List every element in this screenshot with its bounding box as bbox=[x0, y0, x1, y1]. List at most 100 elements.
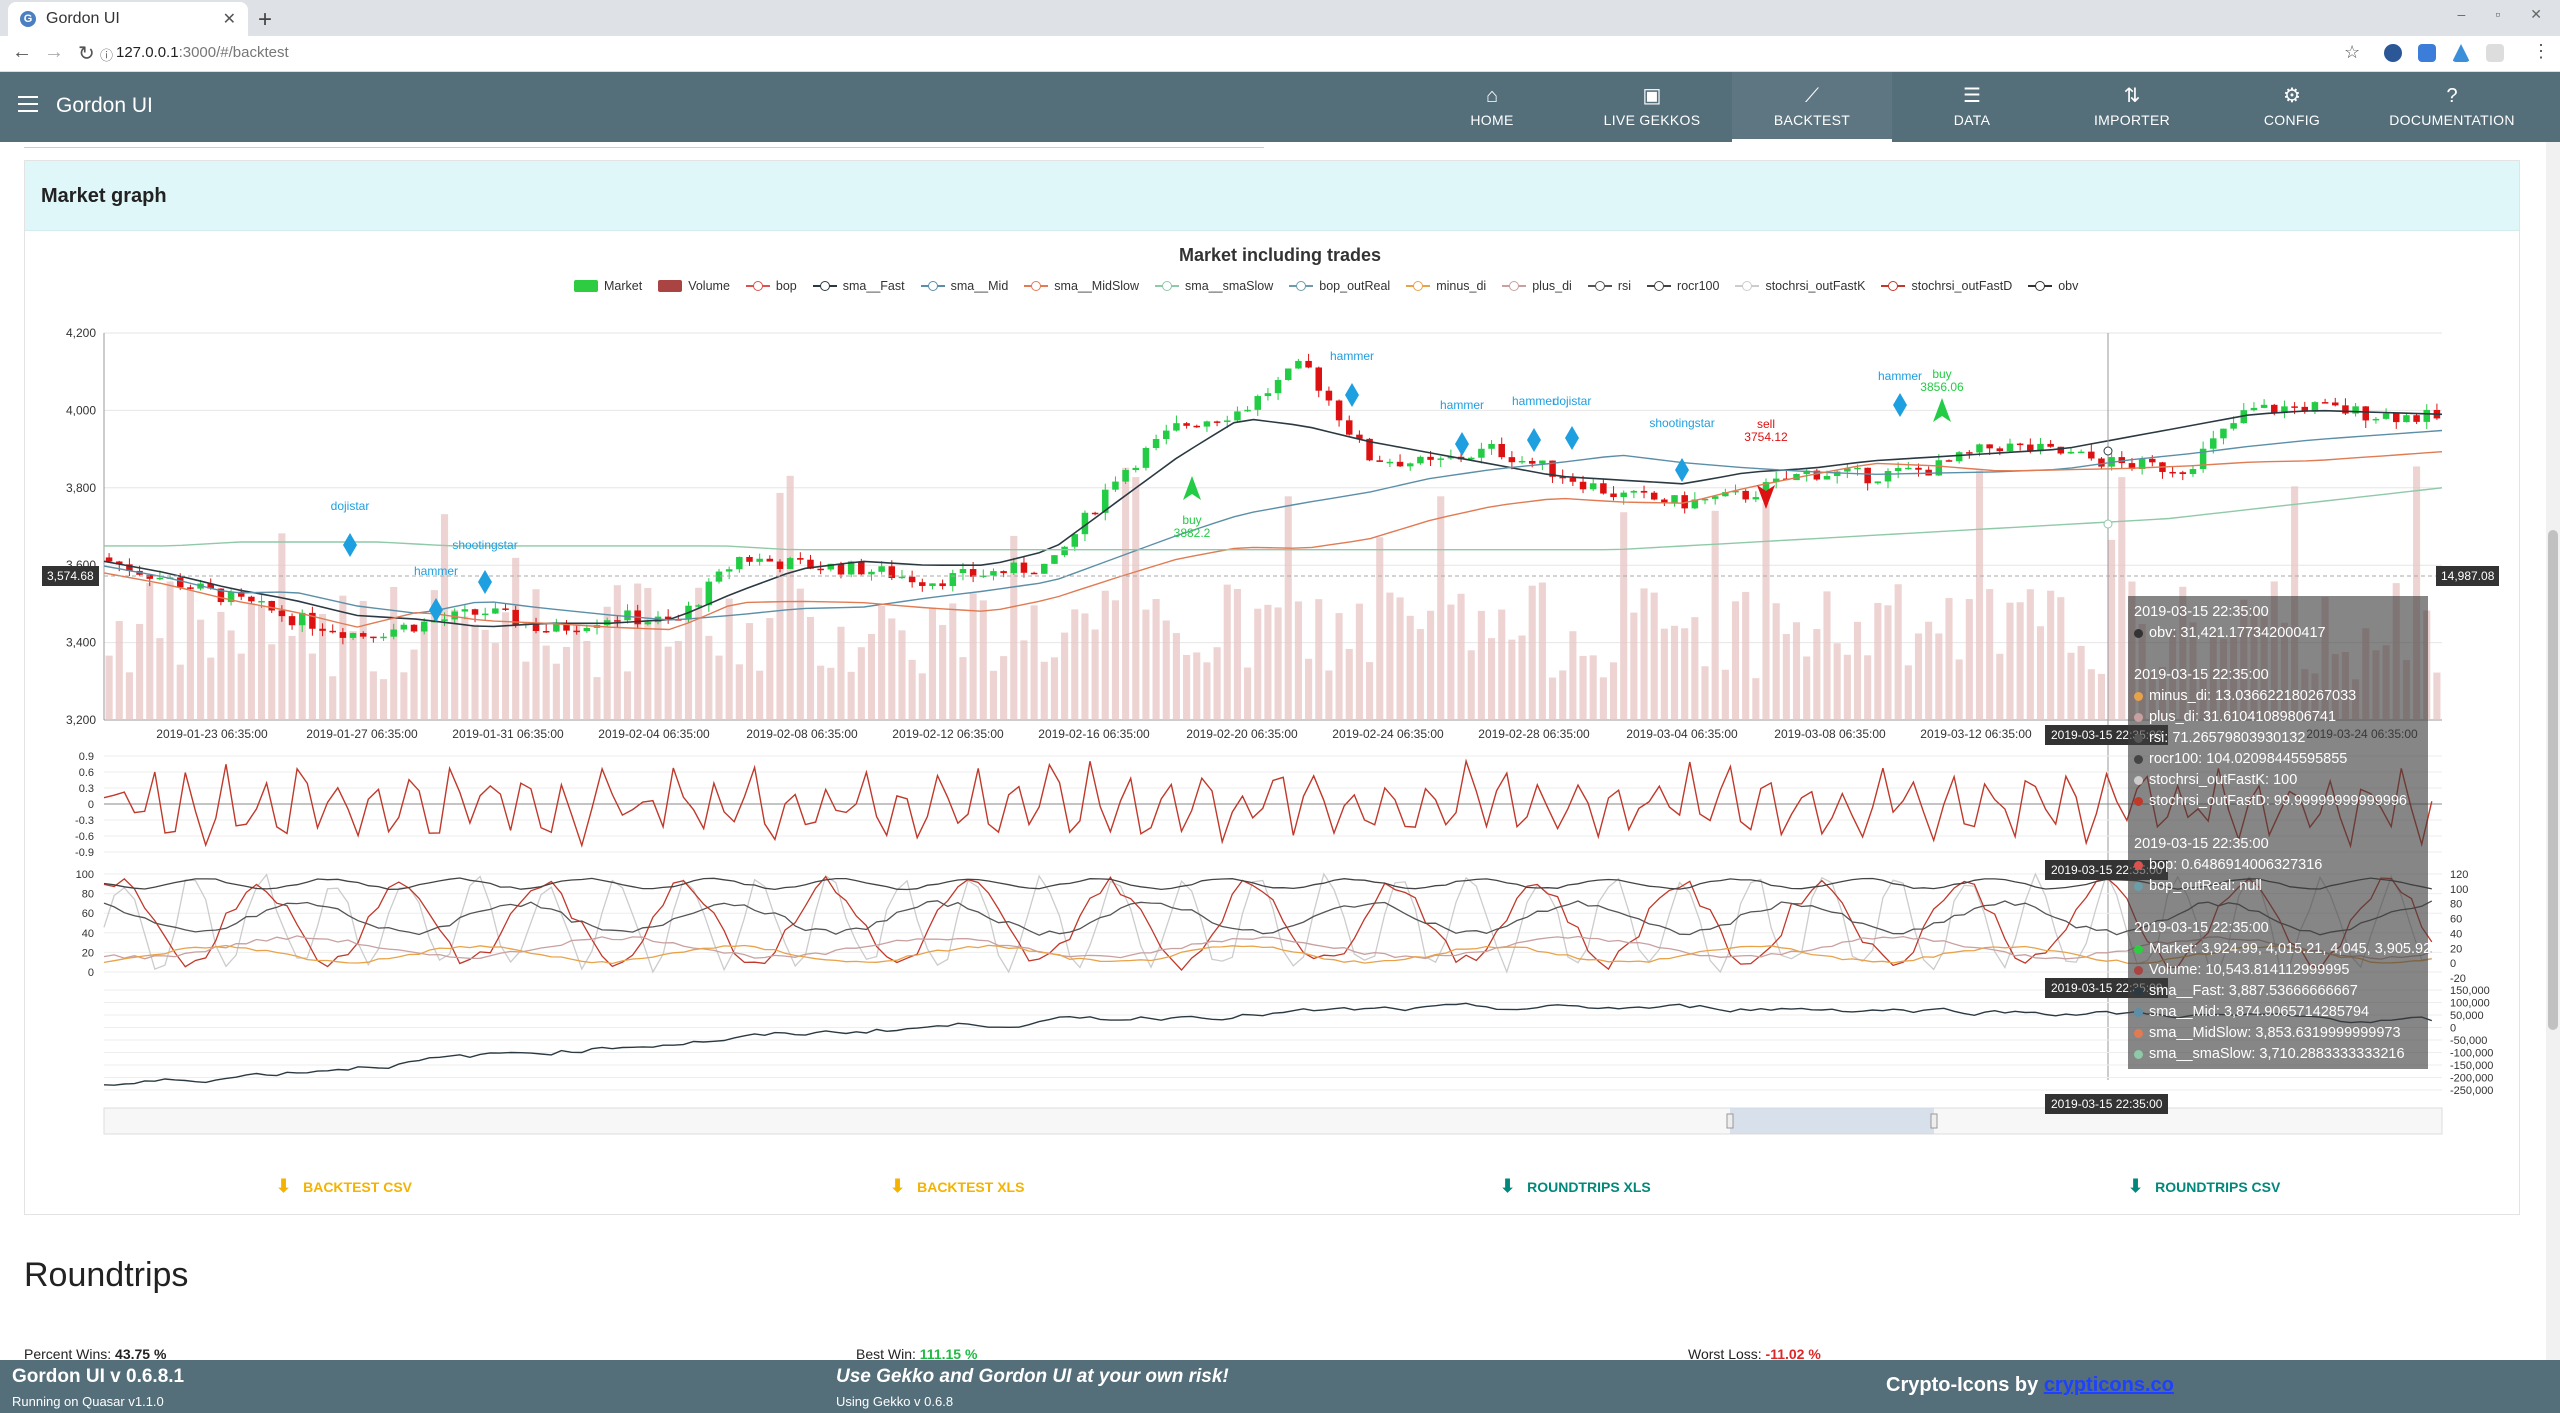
url-field[interactable]: 127.0.0.1:3000/#/backtest bbox=[116, 44, 289, 61]
nav-data[interactable]: ☰ DATA bbox=[1892, 72, 2052, 142]
legend-item[interactable]: bop_outReal bbox=[1289, 277, 1390, 295]
volume-bar bbox=[1203, 662, 1211, 720]
legend-item[interactable]: Volume bbox=[658, 277, 730, 295]
candle-body bbox=[187, 587, 194, 589]
backtest-csv-button[interactable]: ⬇ BACKTEST CSV bbox=[276, 1176, 412, 1197]
legend-item[interactable]: Market bbox=[574, 277, 642, 295]
legend-item[interactable]: sma__Fast bbox=[812, 277, 905, 295]
candle-body bbox=[837, 563, 845, 575]
close-tab-icon[interactable]: ✕ bbox=[222, 11, 236, 28]
legend-item[interactable]: sma__smaSlow bbox=[1155, 277, 1273, 295]
backtest-xls-button[interactable]: ⬇ BACKTEST XLS bbox=[890, 1176, 1024, 1197]
nav-importer[interactable]: ⇅ IMPORTER bbox=[2052, 72, 2212, 142]
legend-item[interactable]: minus_di bbox=[1406, 277, 1486, 295]
tooltip-value: rsi: 71.26579803930132 bbox=[2149, 730, 2306, 746]
tooltip-row: bop: 0.6486914006327316 bbox=[2134, 855, 2322, 876]
hamburger-menu-icon[interactable] bbox=[18, 96, 38, 114]
legend-item[interactable]: plus_di bbox=[1502, 277, 1572, 295]
download-icon: ⬇ bbox=[2128, 1176, 2144, 1196]
reload-icon[interactable]: ↻ bbox=[78, 43, 95, 65]
legend-item[interactable]: stochrsi_outFastK bbox=[1735, 277, 1865, 295]
volume-bar bbox=[1498, 609, 1506, 720]
bop-tick-label: 0.3 bbox=[79, 783, 94, 795]
candle-body bbox=[1030, 572, 1038, 575]
candle-body bbox=[817, 568, 824, 571]
candle-body bbox=[288, 616, 296, 626]
browser-tab[interactable]: G Gordon UI ✕ bbox=[8, 2, 248, 36]
nav-home[interactable]: ⌂ HOME bbox=[1412, 72, 1572, 142]
url-path: :3000/#/backtest bbox=[178, 44, 289, 61]
legend-item[interactable]: sma__Mid bbox=[920, 277, 1008, 295]
candle-body bbox=[2271, 404, 2278, 414]
candle-body bbox=[1935, 460, 1943, 476]
candle-body bbox=[756, 558, 763, 562]
legend-item[interactable]: sma__MidSlow bbox=[1024, 277, 1139, 295]
candle-body bbox=[1671, 495, 1678, 504]
candle-body bbox=[1620, 492, 1627, 498]
legend-label: sma__smaSlow bbox=[1185, 279, 1274, 293]
back-icon[interactable]: ← bbox=[12, 41, 32, 63]
volume-bar bbox=[1335, 613, 1343, 720]
volume-bar bbox=[715, 655, 723, 720]
candle-body bbox=[2088, 451, 2095, 459]
nav-live-gekkos[interactable]: ▣ LIVE GEKKOS bbox=[1572, 72, 1732, 142]
volume-bar bbox=[1853, 621, 1862, 720]
osc-right-tick-label: 80 bbox=[2450, 899, 2462, 911]
nav-documentation[interactable]: ? DOCUMENTATION bbox=[2372, 72, 2532, 142]
obv-tick-label: 100,000 bbox=[2450, 998, 2490, 1010]
candle-body bbox=[420, 621, 428, 632]
price-tick-label: 4,200 bbox=[66, 326, 96, 340]
candle-body bbox=[2311, 402, 2319, 412]
candle-body bbox=[553, 623, 560, 632]
candle-body bbox=[1681, 495, 1688, 509]
bookmark-star-icon[interactable]: ☆ bbox=[2344, 42, 2361, 62]
info-icon[interactable]: ⓘ bbox=[100, 48, 114, 63]
candle-body bbox=[573, 630, 580, 633]
maximize-icon[interactable]: ▫ bbox=[2495, 6, 2501, 22]
volume-bar bbox=[1040, 661, 1048, 720]
tooltip-market-block: 2019-03-15 22:35:00 Market: 3,924.99, 4,… bbox=[2134, 918, 2431, 1065]
nav-backtest[interactable]: ⟋ BACKTEST bbox=[1732, 72, 1892, 142]
translate-icon[interactable] bbox=[2418, 44, 2436, 62]
candle-body bbox=[2423, 409, 2431, 422]
candle-body bbox=[1244, 409, 1251, 412]
legend-item[interactable]: rsi bbox=[1587, 277, 1631, 295]
roundtrips-xls-button[interactable]: ⬇ ROUNDTRIPS XLS bbox=[1500, 1176, 1651, 1197]
candle-body bbox=[908, 576, 916, 583]
legend-swatch bbox=[1881, 280, 1906, 292]
tooltip-time: 2019-03-15 22:35:00 bbox=[2134, 604, 2269, 620]
legend-item[interactable]: rocr100 bbox=[1647, 277, 1719, 295]
candle-body bbox=[2281, 406, 2288, 414]
candle-body bbox=[1366, 438, 1373, 461]
nav-config[interactable]: ⚙ CONFIG bbox=[2212, 72, 2372, 142]
new-tab-button[interactable]: + bbox=[258, 6, 273, 33]
browser-menu-icon[interactable]: ⋮ bbox=[2532, 41, 2550, 61]
volume-bar bbox=[237, 653, 245, 720]
volume-bar bbox=[247, 603, 255, 720]
candle-body bbox=[2057, 446, 2065, 454]
tooltip-series-dot bbox=[2134, 987, 2143, 996]
extension-icon-4[interactable] bbox=[2486, 44, 2504, 62]
close-window-icon[interactable]: ✕ bbox=[2530, 6, 2542, 22]
extension-icon-1[interactable] bbox=[2384, 44, 2402, 62]
volume-bar bbox=[1731, 601, 1740, 720]
forward-icon[interactable]: → bbox=[44, 41, 64, 63]
best-win-label: Best Win: bbox=[856, 1346, 916, 1362]
candle-body bbox=[2260, 404, 2268, 408]
tooltip-value: bop_outReal: null bbox=[2149, 878, 2262, 894]
volume-bar bbox=[1427, 610, 1435, 720]
page-scrollbar-thumb[interactable] bbox=[2548, 530, 2558, 1030]
legend-item[interactable]: stochrsi_outFastD bbox=[1881, 277, 2012, 295]
oscillator-line bbox=[103, 935, 2433, 960]
legend-label: stochrsi_outFastK bbox=[1765, 279, 1866, 293]
volume-bar bbox=[1254, 608, 1262, 720]
crypticons-link[interactable]: crypticons.co bbox=[2043, 1374, 2174, 1396]
candle-body bbox=[786, 558, 794, 569]
roundtrips-csv-button[interactable]: ⬇ ROUNDTRIPS CSV bbox=[2128, 1176, 2280, 1197]
legend-item[interactable]: obv bbox=[2028, 277, 2078, 295]
minimize-icon[interactable]: – bbox=[2457, 6, 2466, 22]
legend-item[interactable]: bop bbox=[745, 277, 797, 295]
obv-tick-label: -100,000 bbox=[2450, 1048, 2493, 1060]
candle-body bbox=[471, 609, 479, 615]
candle-body bbox=[1335, 400, 1343, 421]
